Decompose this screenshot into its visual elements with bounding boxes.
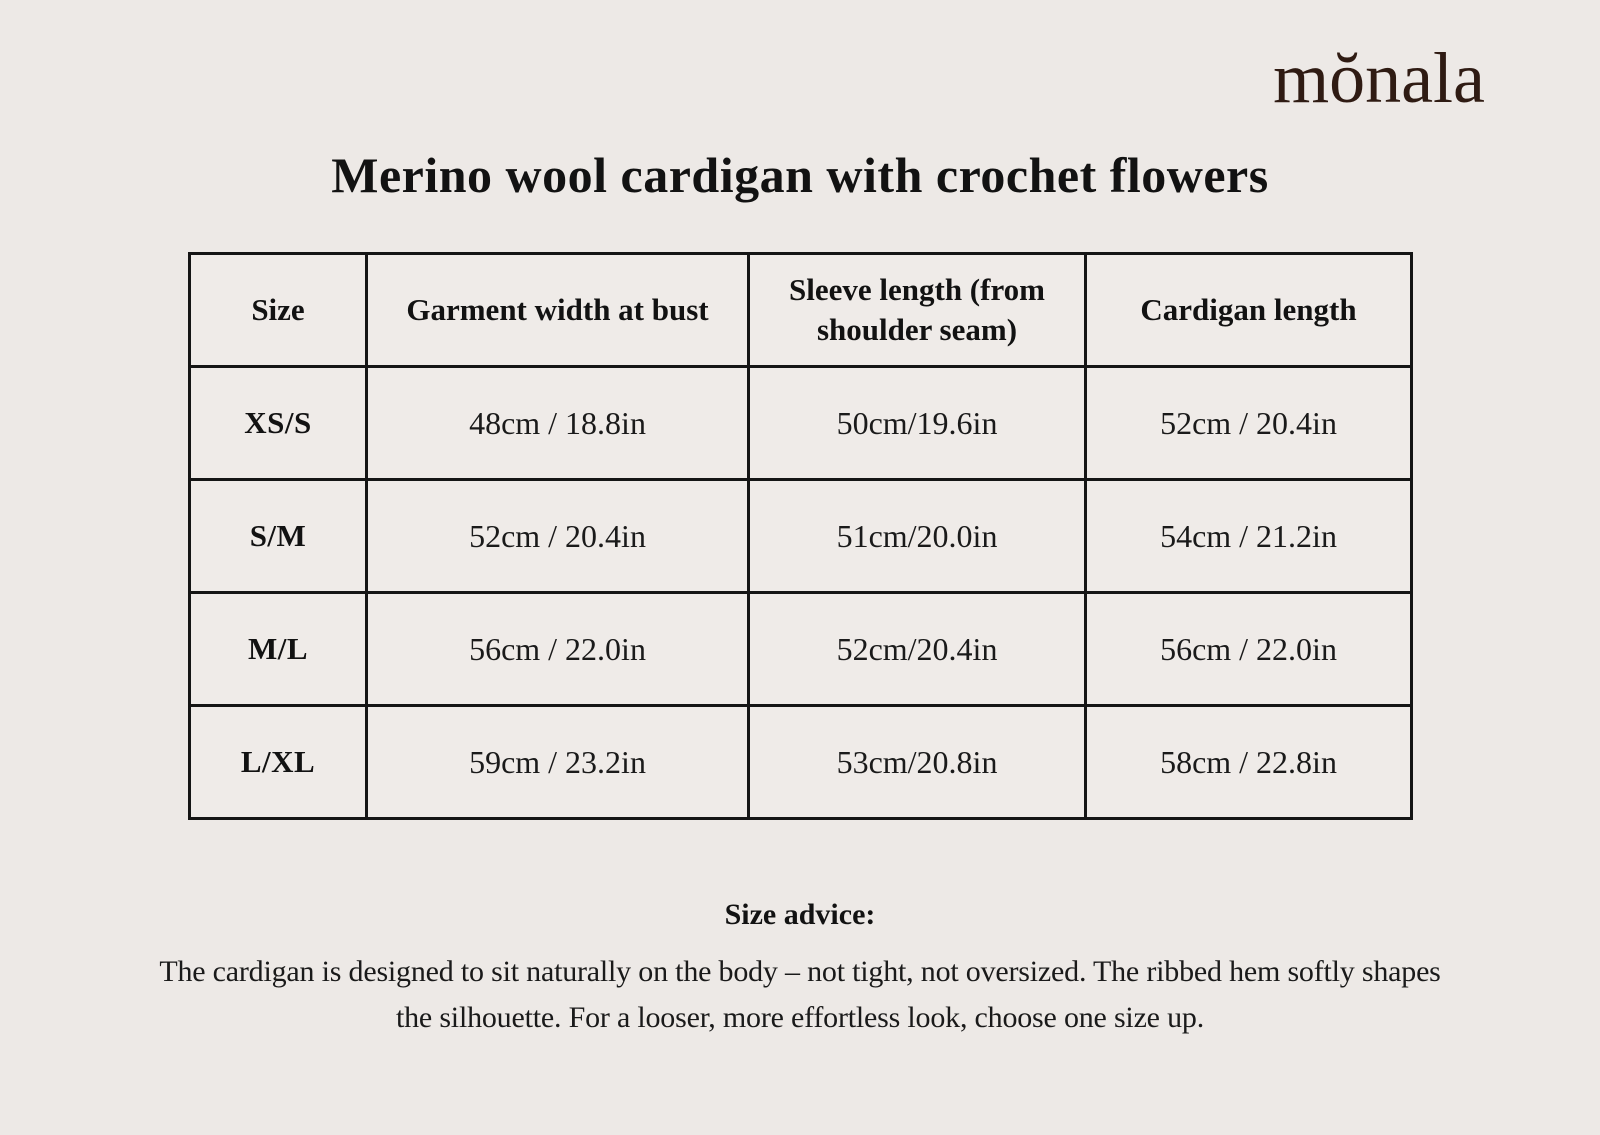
size-advice-section: Size advice: The cardigan is designed to… bbox=[0, 898, 1600, 1041]
length-cell: 56cm / 22.0in bbox=[1084, 591, 1413, 707]
table-row: S/M 52cm / 20.4in 51cm/20.0in 54cm / 21.… bbox=[188, 478, 1413, 594]
size-cell: XS/S bbox=[188, 365, 368, 481]
bust-cell: 48cm / 18.8in bbox=[365, 365, 750, 481]
sleeve-cell: 50cm/19.6in bbox=[747, 365, 1087, 481]
bust-cell: 56cm / 22.0in bbox=[365, 591, 750, 707]
length-cell: 52cm / 20.4in bbox=[1084, 365, 1413, 481]
table-row: M/L 56cm / 22.0in 52cm/20.4in 56cm / 22.… bbox=[188, 591, 1413, 707]
size-chart-table: Size Garment width at bust Sleeve length… bbox=[188, 252, 1413, 820]
sleeve-cell: 52cm/20.4in bbox=[747, 591, 1087, 707]
size-advice-heading: Size advice: bbox=[724, 898, 876, 931]
bust-cell: 59cm / 23.2in bbox=[365, 704, 750, 820]
column-header-bust: Garment width at bust bbox=[365, 252, 750, 368]
size-advice-line-1: The cardigan is designed to sit naturall… bbox=[159, 955, 1441, 988]
size-cell: M/L bbox=[188, 591, 368, 707]
size-advice-line-2: the silhouette. For a looser, more effor… bbox=[395, 1001, 1205, 1034]
sleeve-cell: 53cm/20.8in bbox=[747, 704, 1087, 820]
sleeve-cell: 51cm/20.0in bbox=[747, 478, 1087, 594]
table-row: XS/S 48cm / 18.8in 50cm/19.6in 52cm / 20… bbox=[188, 365, 1413, 481]
column-header-size: Size bbox=[188, 252, 368, 368]
bust-cell: 52cm / 20.4in bbox=[365, 478, 750, 594]
column-header-sleeve: Sleeve length (from shoulder seam) bbox=[747, 252, 1087, 368]
size-cell: S/M bbox=[188, 478, 368, 594]
length-cell: 58cm / 22.8in bbox=[1084, 704, 1413, 820]
column-header-length: Cardigan length bbox=[1084, 252, 1413, 368]
brand-logo: mŏnala bbox=[1273, 38, 1485, 118]
page-title: Merino wool cardigan with crochet flower… bbox=[331, 147, 1269, 203]
size-cell: L/XL bbox=[188, 704, 368, 820]
table-header-row: Size Garment width at bust Sleeve length… bbox=[188, 252, 1413, 368]
table-row: L/XL 59cm / 23.2in 53cm/20.8in 58cm / 22… bbox=[188, 704, 1413, 820]
length-cell: 54cm / 21.2in bbox=[1084, 478, 1413, 594]
